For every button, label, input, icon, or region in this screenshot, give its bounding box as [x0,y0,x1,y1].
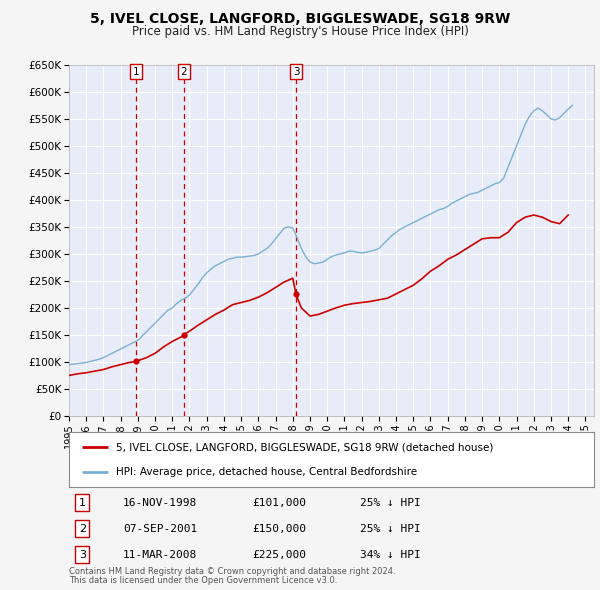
Text: 25% ↓ HPI: 25% ↓ HPI [360,498,421,507]
Text: 5, IVEL CLOSE, LANGFORD, BIGGLESWADE, SG18 9RW (detached house): 5, IVEL CLOSE, LANGFORD, BIGGLESWADE, SG… [116,442,494,452]
Text: £101,000: £101,000 [252,498,306,507]
Text: Contains HM Land Registry data © Crown copyright and database right 2024.: Contains HM Land Registry data © Crown c… [69,567,395,576]
Text: 11-MAR-2008: 11-MAR-2008 [123,550,197,559]
Text: 1: 1 [79,498,86,507]
Text: 3: 3 [79,550,86,559]
Text: 3: 3 [293,67,299,77]
Text: This data is licensed under the Open Government Licence v3.0.: This data is licensed under the Open Gov… [69,576,337,585]
Text: £150,000: £150,000 [252,524,306,533]
Text: 5, IVEL CLOSE, LANGFORD, BIGGLESWADE, SG18 9RW: 5, IVEL CLOSE, LANGFORD, BIGGLESWADE, SG… [90,12,510,26]
Text: 07-SEP-2001: 07-SEP-2001 [123,524,197,533]
Text: 2: 2 [79,524,86,533]
Text: 1: 1 [133,67,139,77]
Text: 34% ↓ HPI: 34% ↓ HPI [360,550,421,559]
Text: HPI: Average price, detached house, Central Bedfordshire: HPI: Average price, detached house, Cent… [116,467,418,477]
Text: 16-NOV-1998: 16-NOV-1998 [123,498,197,507]
Text: £225,000: £225,000 [252,550,306,559]
Text: 2: 2 [181,67,187,77]
Text: Price paid vs. HM Land Registry's House Price Index (HPI): Price paid vs. HM Land Registry's House … [131,25,469,38]
Text: 25% ↓ HPI: 25% ↓ HPI [360,524,421,533]
